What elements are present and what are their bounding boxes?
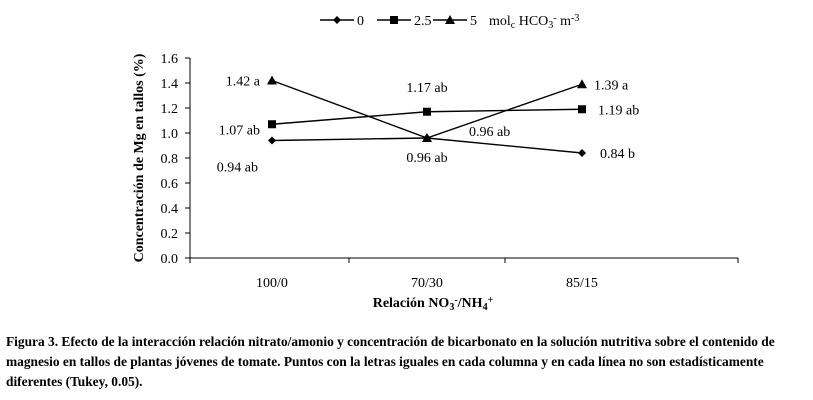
y-tick-label: 1.6: [161, 52, 179, 67]
x-axis-title: Relación NO3-/NH4+: [373, 295, 494, 313]
y-tick-label: 1.2: [161, 102, 179, 117]
data-point-0-0: [268, 136, 276, 145]
y-tick-label: 0.2: [161, 227, 179, 242]
legend-marker-0: [333, 16, 341, 24]
legend-label-0: 0: [357, 14, 364, 29]
data-point-5-1: [422, 133, 432, 142]
data-label-2.5-2: 1.19 ab: [598, 103, 639, 118]
legend: 0 2.5 5 molc HCO3- m-3: [320, 13, 579, 31]
x-tick-label: 70/30: [411, 276, 443, 291]
data-point-5-0: [267, 75, 277, 85]
data-label-0-1: 0.96 ab: [406, 151, 447, 166]
chart-axes: 0.0 0.2 0.4 0.6 0.8 1.0 1.2 1.4 1.6 100/0 70/30 85/…: [132, 52, 739, 313]
data-label-5-1: 0.96 ab: [469, 125, 510, 140]
legend-label-5: 5: [470, 14, 477, 29]
data-point-0-2: [578, 149, 586, 157]
y-tick-label: 1.4: [161, 77, 179, 92]
legend-marker-5: [445, 15, 455, 24]
legend-label-2.5: 2.5: [414, 14, 432, 29]
y-tick-label: 0.8: [161, 152, 179, 167]
data-labels: 0.94 ab 0.96 ab 0.84 b 1.07 ab 1.17 ab 1.19 a…: [217, 75, 639, 176]
data-point-2.5-2: [578, 105, 586, 114]
x-tick-label: 100/0: [256, 276, 288, 291]
line-chart: 0.0 0.2 0.4 0.6 0.8 1.0 1.2 1.4 1.6 100/0 70/30 85/…: [132, 13, 739, 313]
figure-caption: Figura 3. Efecto de la interacción relac…: [6, 334, 775, 389]
y-tick-label: 0.4: [161, 202, 179, 217]
data-label-2.5-0: 1.07 ab: [219, 123, 260, 138]
data-label-0-0: 0.94 ab: [217, 161, 258, 176]
data-point-2.5-0: [268, 120, 276, 129]
y-tick-label: 1.0: [161, 127, 179, 142]
series-markers: [267, 75, 587, 157]
y-tick-label: 0.0: [161, 252, 179, 267]
legend-marker-2.5: [390, 16, 398, 24]
data-point-2.5-1: [423, 107, 431, 116]
x-tick-label: 85/15: [566, 276, 598, 291]
data-label-0-2: 0.84 b: [600, 147, 635, 162]
y-tick-label: 0.6: [161, 177, 179, 192]
data-label-5-2: 1.39 a: [594, 78, 629, 93]
legend-units: molc HCO3- m-3: [489, 13, 579, 31]
data-point-5-2: [577, 79, 587, 89]
data-label-2.5-1: 1.17 ab: [406, 81, 447, 96]
data-label-5-0: 1.42 a: [226, 75, 261, 90]
y-axis-title: Concentración de Mg en tallos (%): [132, 53, 147, 262]
